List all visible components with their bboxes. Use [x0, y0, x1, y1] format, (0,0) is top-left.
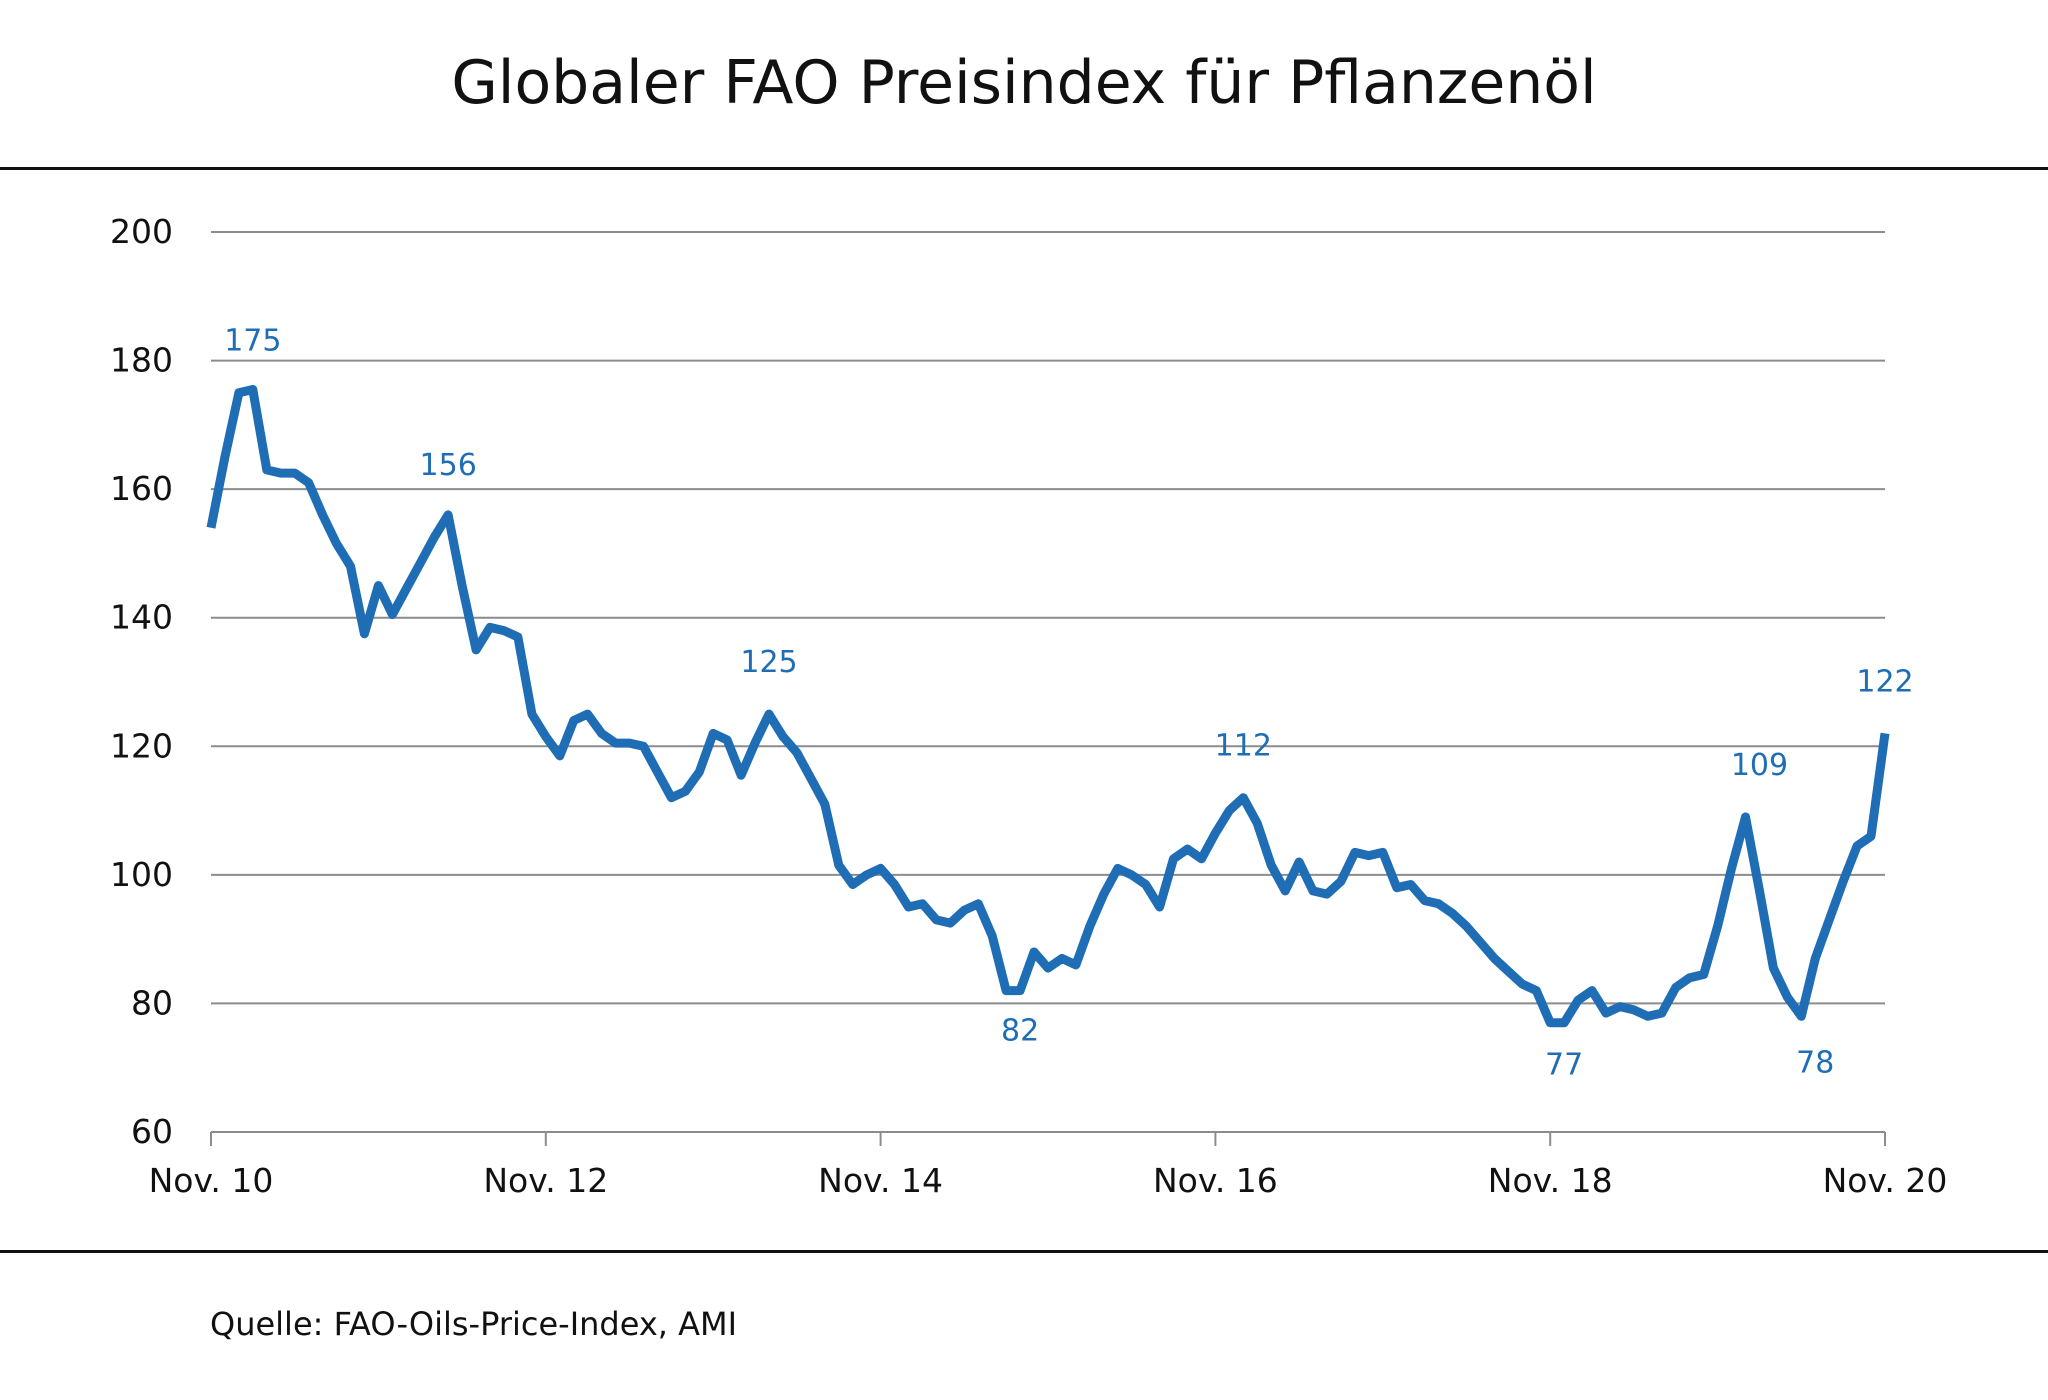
- data-label: 77: [1545, 1048, 1583, 1083]
- data-label: 109: [1731, 748, 1788, 783]
- data-label: 125: [740, 645, 797, 680]
- y-tick-label: 120: [110, 726, 173, 765]
- x-tick-label: Nov. 14: [818, 1161, 943, 1200]
- bottom-divider: [0, 1250, 2048, 1253]
- x-axis: Nov. 10 Nov. 12 Nov. 14 Nov. 16 Nov. 18 Nov. …: [149, 1131, 1948, 1200]
- line-chart: Nov. 10 Nov. 12 Nov. 14 Nov. 16 Nov. 18 Nov. …: [110, 212, 1948, 1200]
- top-divider: [0, 167, 2048, 170]
- data-label: 175: [224, 324, 281, 359]
- y-axis: 60 80 100 120 140 160 180 200: [110, 212, 173, 1151]
- data-label: 156: [420, 448, 477, 483]
- y-tick-label: 140: [110, 598, 173, 637]
- y-tick-label: 80: [131, 983, 173, 1022]
- data-labels: 175 156 125 82 112 77 109 78 122: [224, 324, 1913, 1083]
- data-label: 122: [1856, 664, 1913, 699]
- source-note: Quelle: FAO-Oils-Price-Index, AMI: [210, 1305, 738, 1343]
- series-line: [206, 385, 1890, 1028]
- y-tick-label: 180: [110, 341, 173, 380]
- y-tick-label: 160: [110, 469, 173, 508]
- x-tick-label: Nov. 18: [1488, 1161, 1613, 1200]
- x-tick-label: Nov. 10: [149, 1161, 274, 1200]
- y-tick-label: 100: [110, 855, 173, 894]
- series-group: [206, 385, 1890, 1028]
- data-label: 82: [1001, 1014, 1039, 1049]
- chart-title: Globaler FAO Preisindex für Pflanzenöl: [451, 48, 1597, 118]
- data-label: 112: [1215, 729, 1272, 764]
- x-tick-label: Nov. 16: [1153, 1161, 1278, 1200]
- data-label: 78: [1796, 1045, 1834, 1080]
- x-tick-label: Nov. 12: [483, 1161, 608, 1200]
- y-tick-label: 60: [131, 1112, 173, 1151]
- gridlines: [211, 231, 1885, 1005]
- x-tick-label: Nov. 20: [1823, 1161, 1948, 1200]
- y-tick-label: 200: [110, 212, 173, 251]
